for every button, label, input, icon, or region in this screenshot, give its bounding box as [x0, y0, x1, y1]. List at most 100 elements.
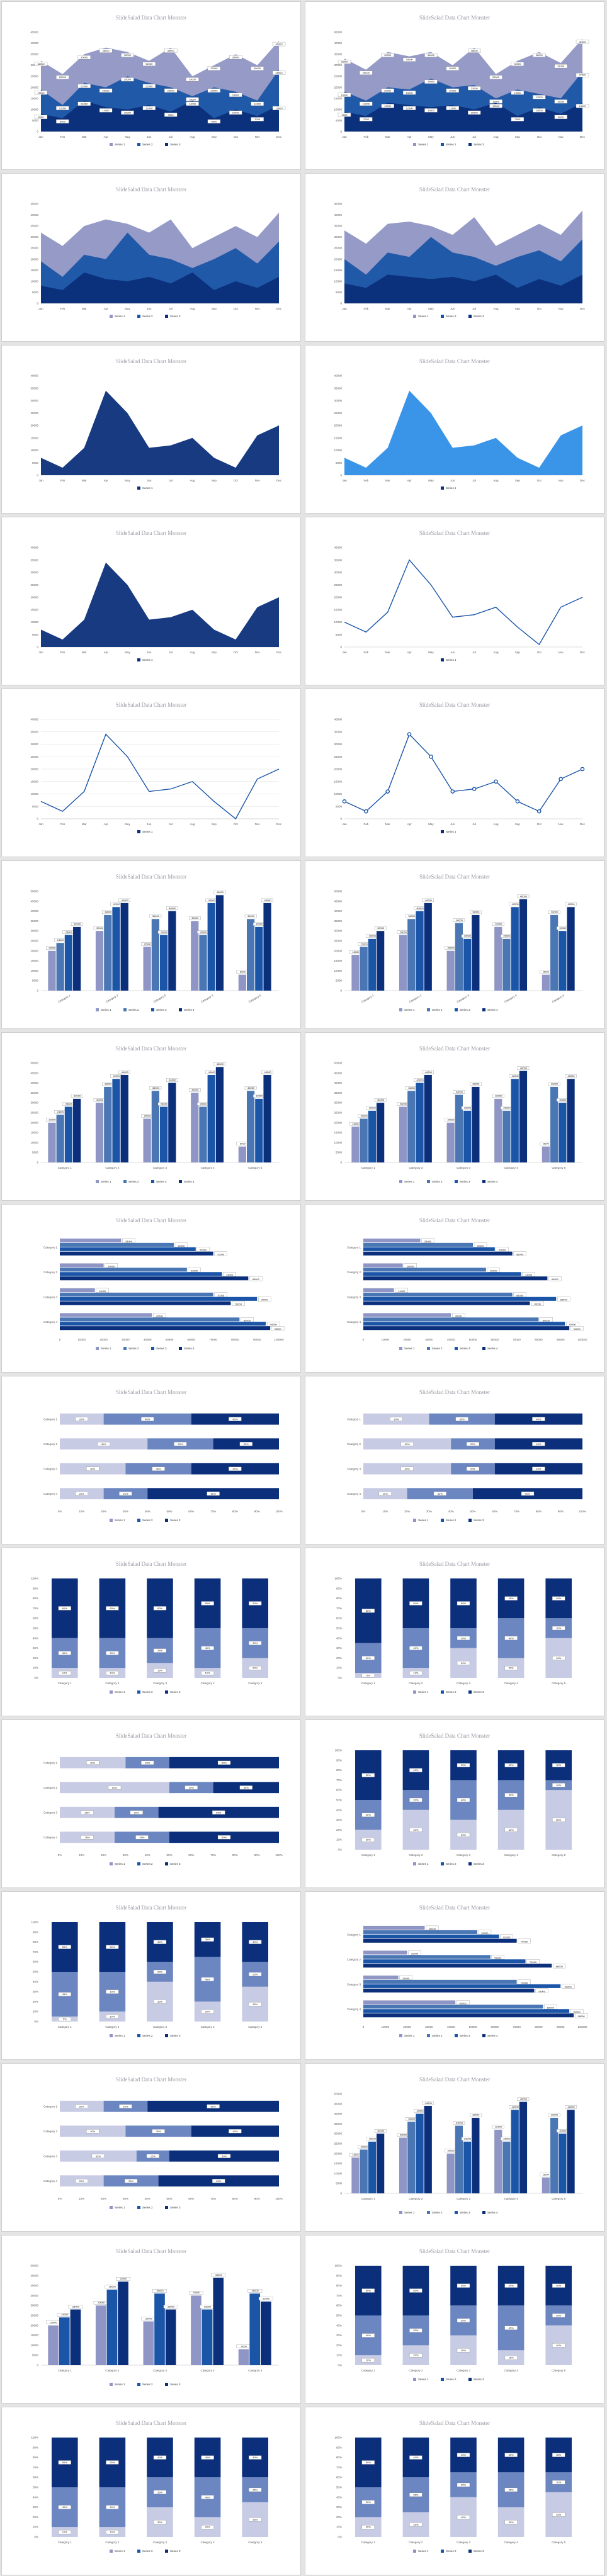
data-label-text: 20000 — [449, 89, 457, 92]
data-label-box — [58, 1651, 71, 1655]
chart-svg: SlideSalad Data Chart Monster0%10%20%30%… — [334, 1561, 572, 1694]
x-tick-label: Apr — [407, 479, 412, 482]
bar — [60, 1276, 249, 1281]
data-label-text: 22000 — [145, 2317, 153, 2320]
y-tick-label: 40000 — [334, 909, 342, 913]
data-label-box — [75, 2104, 88, 2108]
bar — [559, 1103, 567, 1162]
y-tick-label: 80% — [336, 2284, 342, 2287]
data-label: 30000 — [374, 926, 387, 930]
data-label: 30% — [86, 2129, 99, 2134]
y-tick-label: 0 — [37, 989, 38, 993]
data-label-text: 10% — [62, 2531, 67, 2534]
bar — [215, 1067, 224, 1162]
legend-label: Series 1 — [446, 830, 457, 833]
x-tick-label: Category 5 — [248, 2025, 263, 2028]
y-tick-label: 25000 — [30, 583, 38, 587]
legend-label: Series 2 — [142, 1862, 153, 1865]
data-label: 32000 — [492, 2125, 504, 2129]
data-label-box — [163, 2305, 178, 2309]
chart-panel-1: SlideSalad Data Chart Monster 0 5000 10000 1… — [1, 1, 301, 170]
data-label-box — [409, 1670, 423, 1675]
data-label: 20000 — [207, 88, 221, 93]
data-label-text: 30000 — [559, 1098, 567, 1101]
data-label: 22000 — [141, 2317, 156, 2320]
data-label: 9000 — [164, 113, 178, 117]
legend-label: Series 1 — [101, 1008, 111, 1011]
legend-label: Series 2 — [142, 315, 153, 318]
data-label: 38000 — [99, 48, 113, 53]
legend-label: Series 4 — [487, 2034, 498, 2037]
data-label-text: 45% — [205, 1977, 210, 1981]
x-tick-label: Jul — [472, 135, 476, 138]
data-label: 36000 — [424, 53, 438, 57]
data-label-text: 28000 — [400, 2133, 407, 2136]
data-label-box — [153, 2490, 167, 2495]
data-label: 20% — [409, 2353, 423, 2358]
data-label: 20% — [75, 1492, 88, 1496]
x-tick-label: Category 4 — [201, 2541, 215, 2544]
x-tick-label: 70% — [210, 2197, 216, 2200]
y-tick-label: 5000 — [32, 291, 39, 294]
data-label-text: 48000 — [217, 1062, 224, 1066]
data-label: 11000 — [424, 108, 438, 113]
x-tick-label: Category 4 — [201, 2369, 215, 2372]
x-tick-label: 30% — [123, 2197, 128, 2200]
legend-swatch — [165, 1862, 168, 1865]
y-tick-label: 10% — [336, 2526, 342, 2529]
y-tick-label: 20000 — [334, 86, 342, 89]
legend-swatch — [413, 2378, 416, 2381]
x-tick-label: Category 1 — [58, 2369, 72, 2372]
y-tick-label: 0 — [37, 130, 38, 133]
legend-label: Series 1 — [418, 1862, 429, 1865]
y-tick-label: 20% — [336, 2344, 342, 2347]
data-label-text: 40% — [509, 2284, 514, 2287]
y-tick-label: 40000 — [30, 1081, 38, 1084]
y-tick-label: 30000 — [334, 743, 342, 746]
y-tick-label: 50000 — [30, 890, 38, 893]
x-tick-label: Apr — [104, 823, 109, 826]
data-label: 42000 — [457, 2000, 470, 2005]
legend-swatch — [482, 1180, 485, 1183]
data-label-box — [521, 1492, 535, 1496]
x-tick-label: Category 3 — [457, 2197, 471, 2200]
data-label: 14000 — [251, 101, 264, 106]
bar — [143, 2321, 154, 2365]
data-label-box — [517, 1066, 530, 1070]
y-tick-label: 10% — [336, 1838, 342, 1842]
data-label: 40% — [229, 2129, 242, 2134]
data-label-text: 68000 — [516, 1294, 524, 1297]
bar — [56, 1115, 64, 1162]
data-label-box — [446, 88, 459, 93]
data-label-text: 20000 — [448, 2149, 455, 2152]
data-label-text: 24000 — [57, 1110, 65, 1113]
bar — [351, 1127, 360, 1162]
data-label-text: 30% — [62, 1651, 67, 1655]
data-label-box — [249, 1601, 262, 1606]
legend-label: Series 1 — [404, 1347, 415, 1350]
legend-label: Series 3 — [474, 2378, 484, 2381]
line-marker — [342, 799, 347, 804]
data-label: 25000 — [121, 77, 134, 82]
data-label: 15% — [153, 1668, 167, 1673]
data-label: 40% — [552, 2283, 565, 2288]
data-label-box — [548, 1276, 562, 1281]
data-label-box — [522, 1272, 535, 1277]
data-label: 28000 — [426, 1925, 439, 1930]
x-tick-label: 90% — [254, 1853, 260, 1857]
data-label-text: 28000 — [125, 1240, 133, 1243]
y-tick-label: 60% — [33, 1617, 38, 1620]
x-tick-label: Dec — [580, 307, 586, 310]
bar — [255, 926, 263, 991]
data-label-box — [574, 2013, 588, 2018]
chart-svg: SlideSalad Data Chart Monster0%10%20%30%… — [334, 2248, 572, 2381]
data-label: 14000 — [77, 101, 91, 106]
area-series-3 — [344, 274, 582, 303]
legend-swatch — [151, 1180, 154, 1183]
data-label-text: 35% — [205, 1938, 210, 1941]
bar — [399, 1106, 407, 1162]
data-label-box — [201, 1670, 214, 1675]
chart-panel-3: SlideSalad Data Chart Monster 0 5000 10000 1… — [1, 173, 301, 342]
data-label-text: 84000 — [552, 1278, 559, 1281]
bar — [424, 903, 432, 991]
